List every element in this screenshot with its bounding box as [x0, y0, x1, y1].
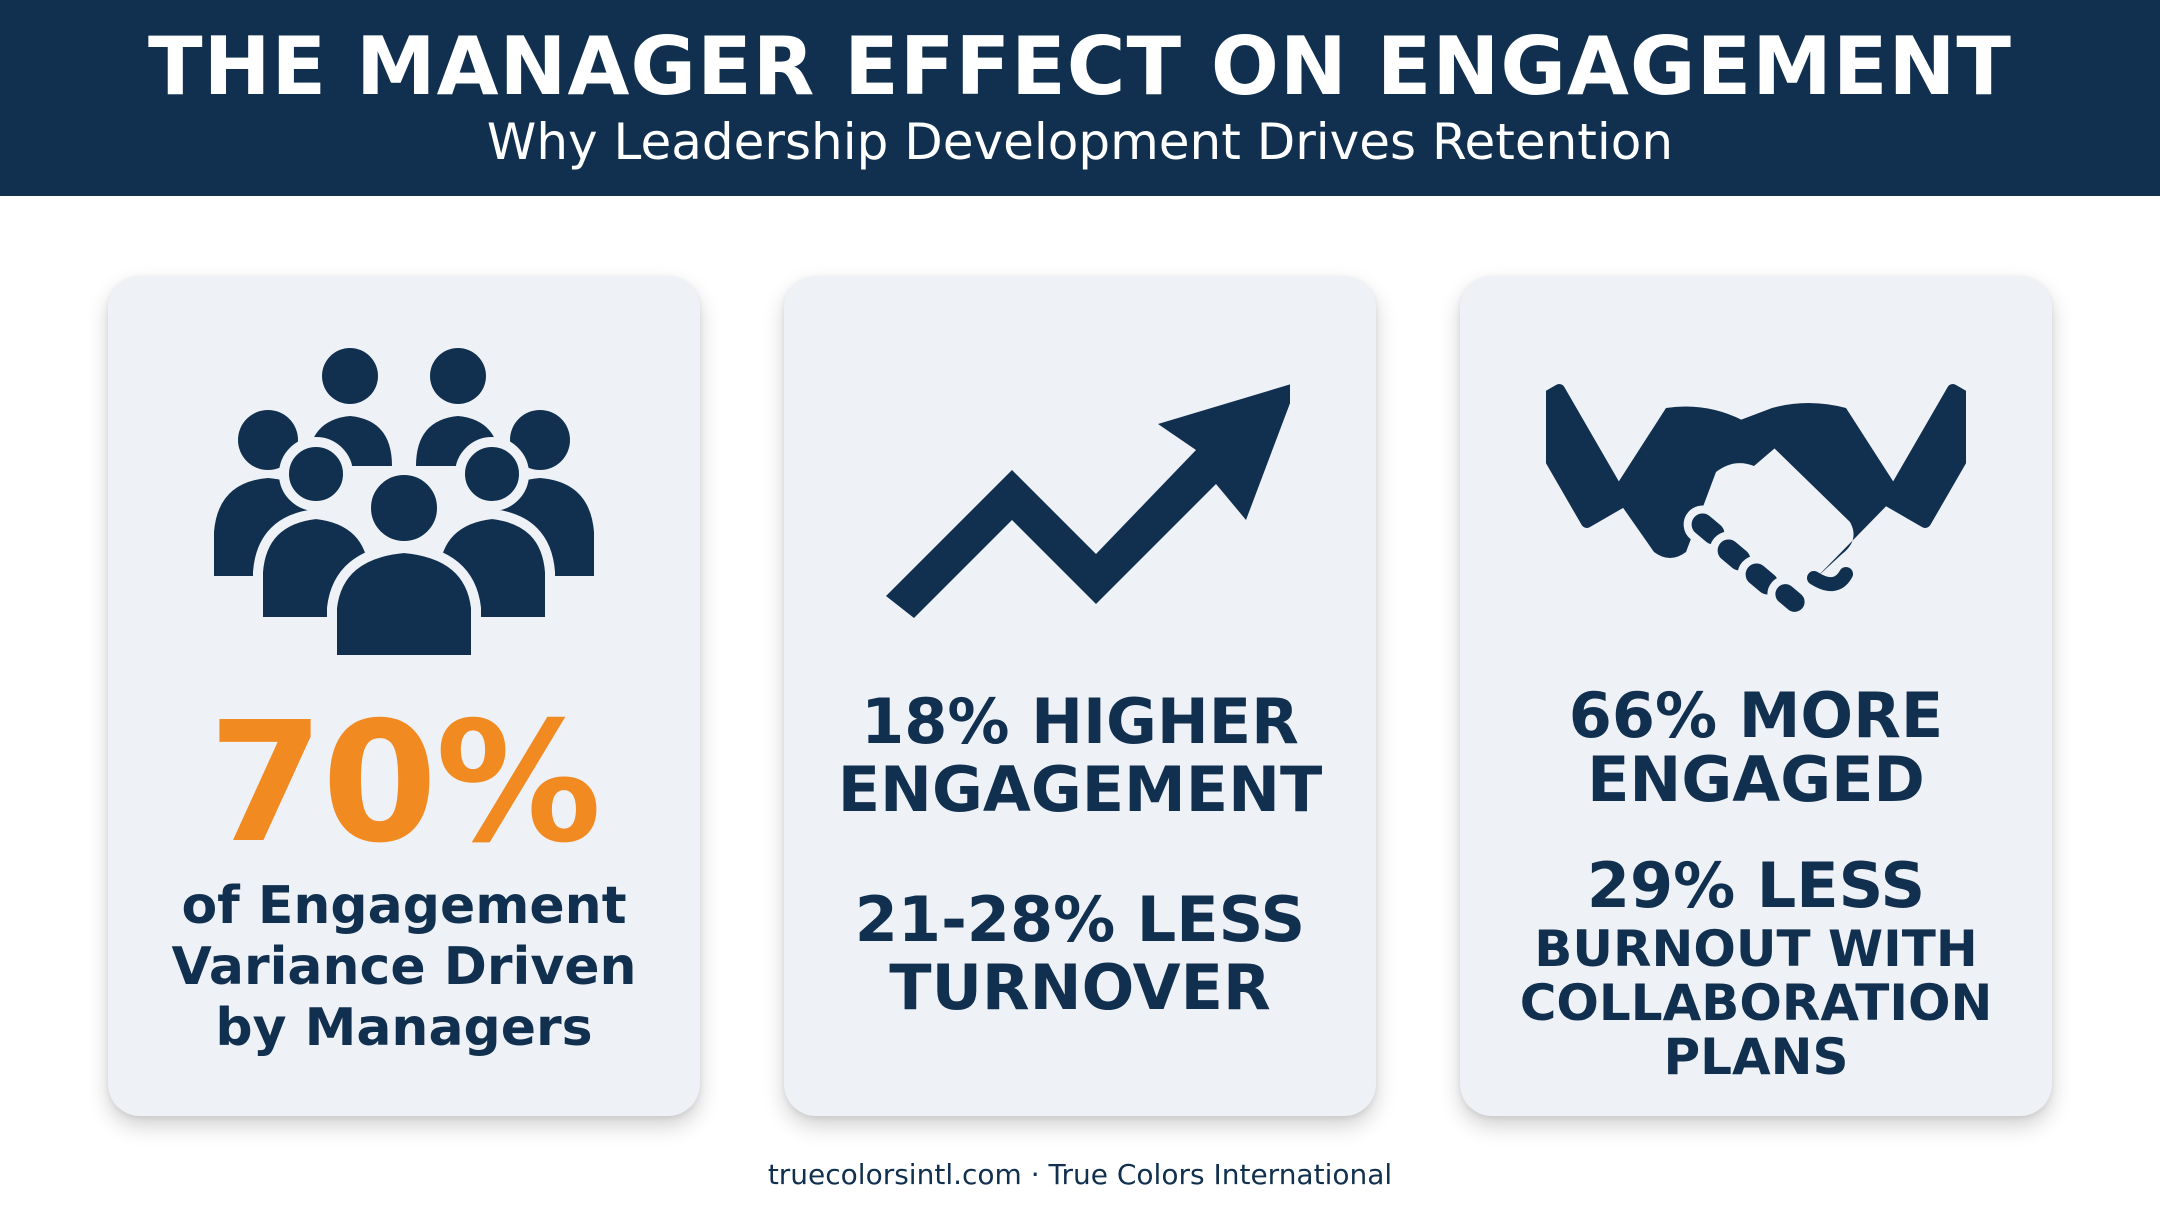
stat-line: ENGAGEMENT — [837, 753, 1323, 826]
description-line: by Managers — [215, 998, 593, 1058]
stat-line: BURNOUT WITH — [1534, 920, 1978, 978]
group-people-icon — [108, 346, 700, 676]
engaged-stat: 66% MORE ENGAGED — [1460, 684, 2052, 812]
stat-line: PLANS — [1663, 1028, 1849, 1086]
page-subtitle: Why Leadership Development Drives Retent… — [486, 113, 1674, 171]
burnout-stat-detail: BURNOUT WITH COLLABORATION PLANS — [1460, 922, 2052, 1084]
trend-up-arrow-icon — [784, 346, 1376, 676]
header-banner: THE MANAGER EFFECT ON ENGAGEMENT Why Lea… — [0, 0, 2160, 196]
handshake-icon — [1460, 346, 2052, 676]
turnover-stat: 21-28% LESS TURNOVER — [784, 886, 1376, 1022]
stat-card-managers: 70% of Engagement Variance Driven by Man… — [108, 276, 700, 1116]
stat-card-engagement: 18% HIGHER ENGAGEMENT 21-28% LESS TURNOV… — [784, 276, 1376, 1116]
stat-line: 21-28% LESS — [854, 883, 1306, 956]
stat-line: 66% MORE — [1568, 679, 1944, 752]
stat-line: COLLABORATION — [1519, 974, 1993, 1032]
stat-line: 18% HIGHER — [861, 685, 1299, 758]
description-line: of Engagement — [181, 876, 627, 936]
stat-description: of Engagement Variance Driven by Manager… — [108, 876, 700, 1059]
engagement-stat: 18% HIGHER ENGAGEMENT — [784, 688, 1376, 824]
footer-credit: truecolorsintl.com · True Colors Interna… — [767, 1158, 1393, 1191]
stat-line: ENGAGED — [1587, 743, 1925, 816]
page-title: THE MANAGER EFFECT ON ENGAGEMENT — [148, 20, 2012, 113]
description-line: Variance Driven — [171, 937, 637, 997]
stat-card-collaboration: 66% MORE ENGAGED 29% LESS BURNOUT WITH C… — [1460, 276, 2052, 1116]
burnout-stat-headline: 29% LESS — [1586, 849, 1926, 922]
stat-70-percent: 70% — [208, 687, 601, 880]
stat-line: TURNOVER — [889, 951, 1271, 1024]
